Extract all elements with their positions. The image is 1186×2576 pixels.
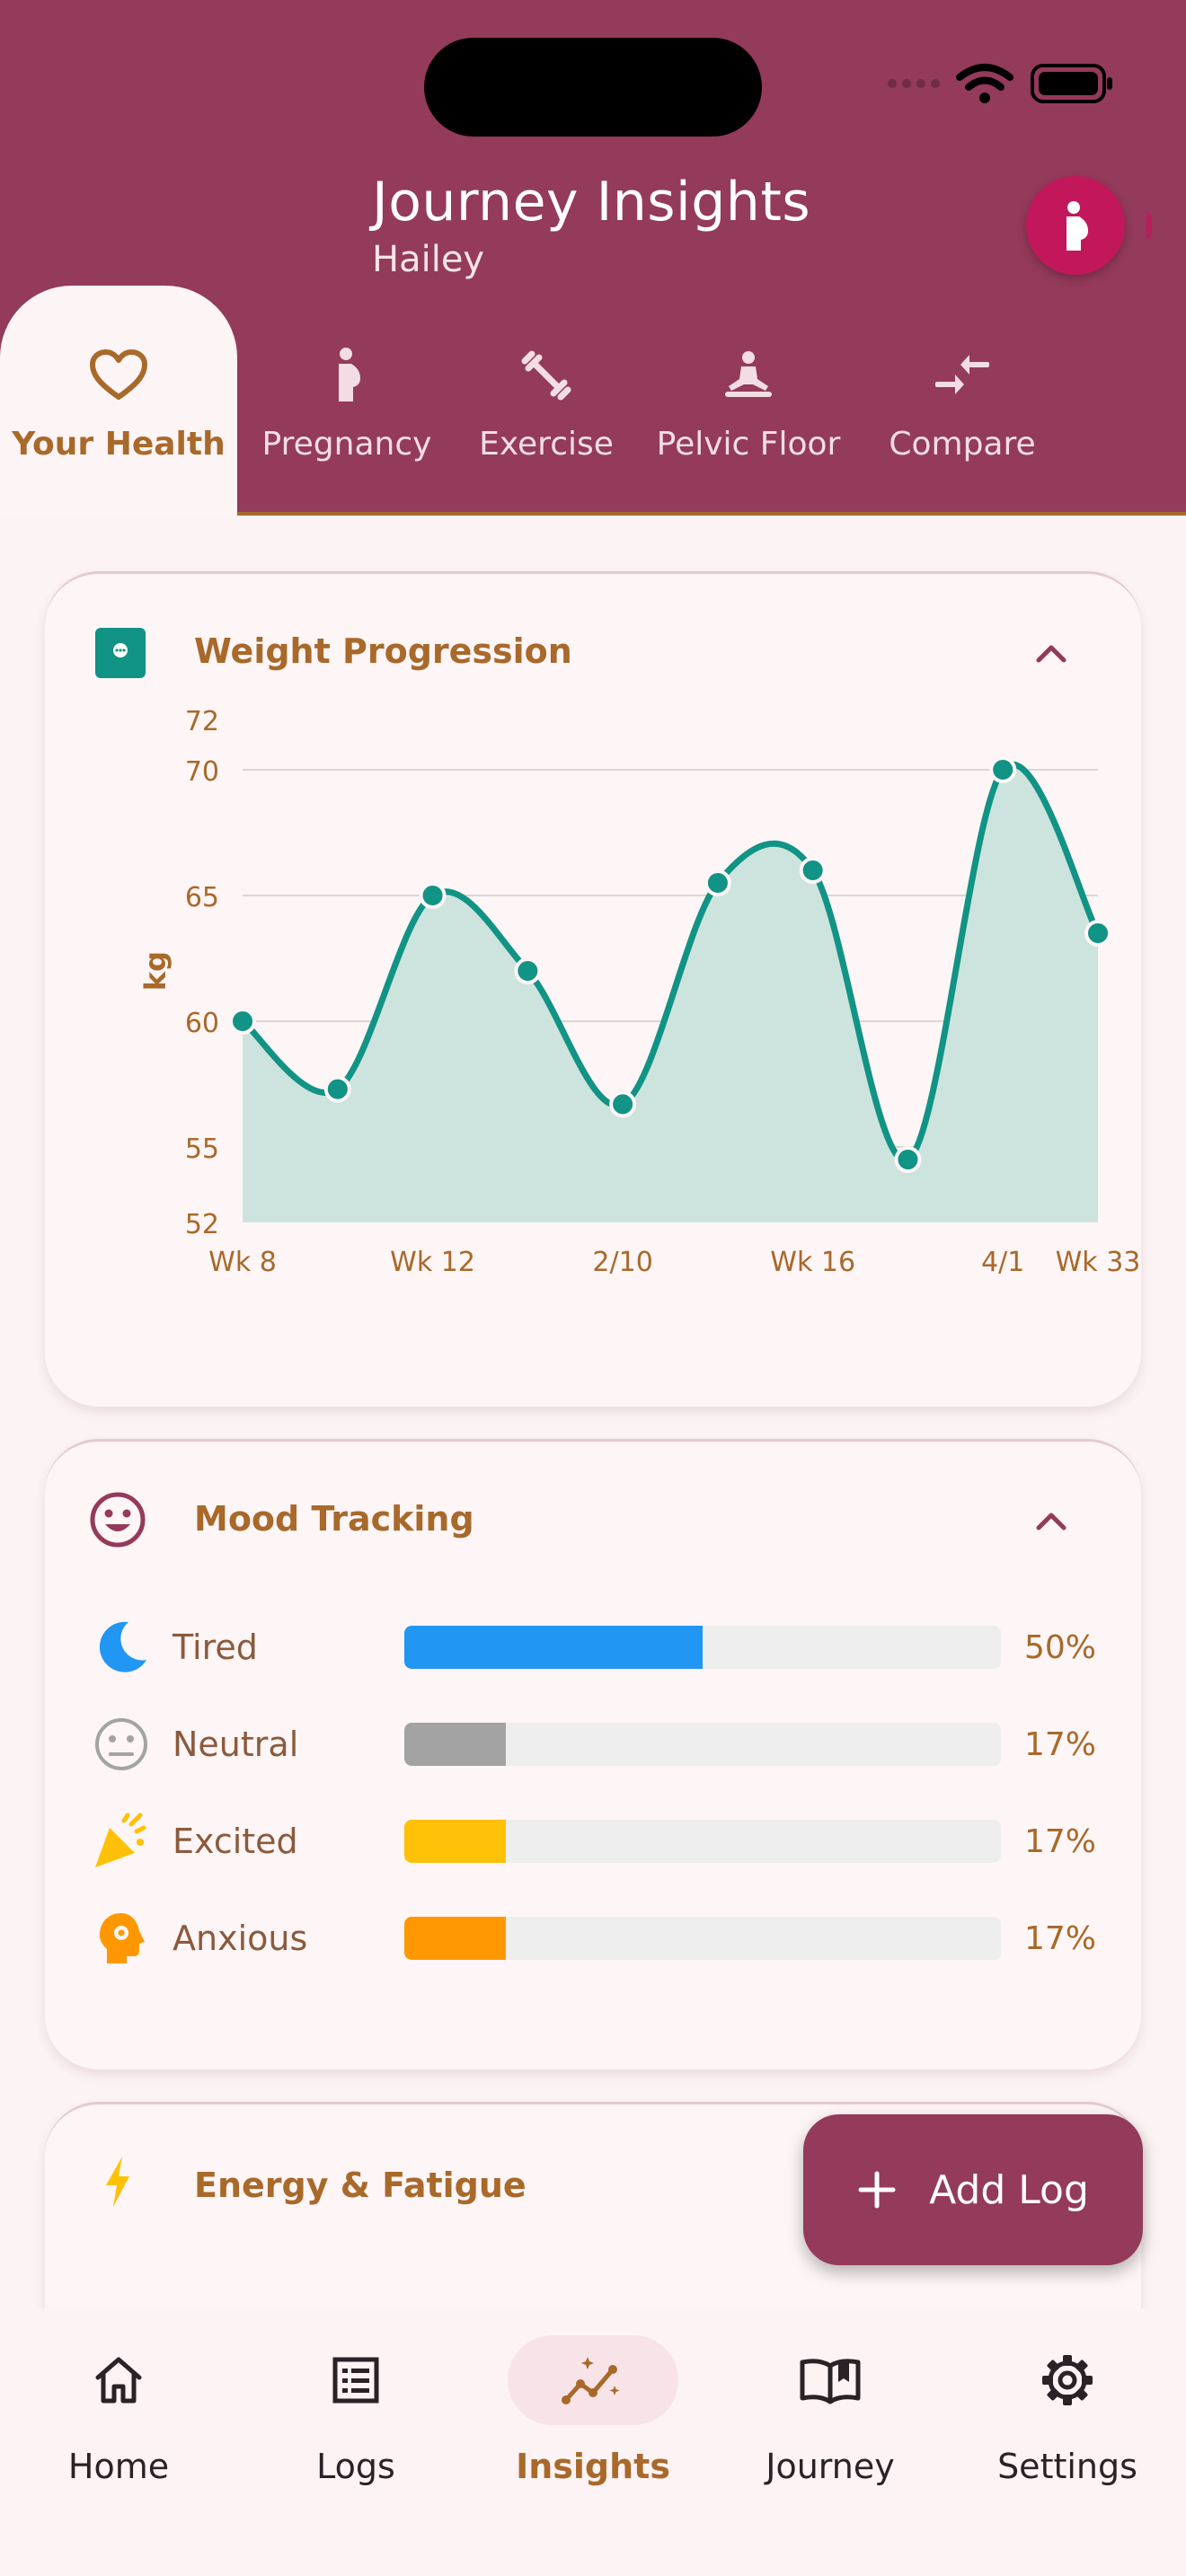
mood-bar-track — [404, 1820, 1001, 1863]
energy-card-title: Energy & Fatigue — [194, 2166, 527, 2205]
weight-point — [609, 1090, 637, 1118]
add-log-label: Add Log — [929, 2166, 1089, 2213]
weight-point — [989, 756, 1017, 783]
mood-row-anxious: Anxious 17% — [90, 1907, 1096, 1970]
anxious-head-icon — [90, 1907, 153, 1970]
status-bar — [888, 63, 1114, 104]
weight-point — [514, 957, 542, 984]
tab-pregnancy[interactable]: Pregnancy — [237, 286, 456, 516]
dynamic-island — [424, 38, 762, 137]
x-tick-label: Wk 16 — [770, 1247, 855, 1278]
pregnant-icon — [1067, 201, 1088, 251]
nav-journey[interactable]: Journey — [712, 2335, 949, 2533]
smiley-icon — [90, 1492, 146, 1548]
tab-exercise[interactable]: Exercise — [456, 286, 636, 516]
x-tick-label: 4/1 — [981, 1247, 1024, 1278]
weight-point — [799, 857, 827, 884]
nav-insights[interactable]: Insights — [474, 2335, 712, 2533]
mood-bar-fill — [404, 1820, 506, 1863]
x-tick-label: Wk 8 — [208, 1247, 277, 1278]
tab-your-health[interactable]: Your Health — [0, 286, 237, 516]
tab-indicator-line — [237, 512, 1186, 516]
x-tick-label: 2/10 — [592, 1247, 652, 1278]
chevron-up-icon[interactable] — [1033, 1503, 1069, 1539]
mood-bar-track — [404, 1723, 1001, 1766]
party-popper-icon — [90, 1810, 153, 1873]
mood-bar-track — [404, 1626, 1001, 1669]
mood-bar-fill — [404, 1917, 506, 1960]
bolt-icon — [106, 2157, 129, 2207]
overflow-edge — [1139, 212, 1152, 239]
chevron-up-icon[interactable] — [1033, 635, 1069, 671]
mood-bar-fill — [404, 1723, 506, 1766]
weight-area — [243, 764, 1098, 1222]
profile-button[interactable] — [1026, 176, 1125, 275]
weight-point — [419, 882, 447, 909]
weight-point — [704, 869, 731, 896]
mood-row-neutral: Neutral 17% — [90, 1713, 1096, 1776]
weight-point — [229, 1008, 256, 1035]
neutral-face-icon — [90, 1713, 153, 1776]
plus-icon — [858, 2171, 896, 2209]
weight-card-title: Weight Progression — [194, 631, 572, 671]
mood-card-title: Mood Tracking — [194, 1499, 474, 1539]
y-tick-label: 52 — [185, 1209, 219, 1240]
weight-line — [239, 761, 1102, 1164]
y-tick-label: 72 — [185, 706, 219, 737]
mood-row-tired: Tired 50% — [90, 1616, 1096, 1679]
tab-bar: Your Health Pregnancy — [0, 286, 1186, 516]
meditation-icon — [725, 351, 772, 397]
moon-icon — [90, 1616, 153, 1679]
nav-home[interactable]: Home — [0, 2335, 237, 2533]
mood-tracking-card: Mood Tracking Tired 50% Neutral 17% Exci… — [45, 1439, 1141, 2069]
gear-icon — [1042, 2355, 1093, 2405]
nav-settings[interactable]: Settings — [949, 2335, 1186, 2533]
y-axis-label: kg — [138, 951, 173, 991]
user-name: Hailey — [372, 239, 485, 280]
dumbbell-icon — [521, 350, 571, 401]
weight-point — [323, 1075, 351, 1103]
mood-row-excited: Excited 17% — [90, 1810, 1096, 1873]
tab-compare[interactable]: Compare — [861, 286, 1064, 516]
app-header: Journey Insights Hailey Your Health P — [0, 0, 1186, 516]
heart-icon — [90, 349, 147, 400]
y-tick-label: 55 — [185, 1134, 219, 1165]
mood-bar-track — [404, 1917, 1001, 1960]
bottom-navigation: Home Logs Insights — [0, 2308, 1186, 2576]
y-tick-label: 60 — [185, 1008, 219, 1039]
list-icon — [332, 2357, 379, 2404]
weight-chart: 72 70 65 60 55 52 kg Wk 8 Wk 12 2/10 Wk 16 4/1 Wk 33 — [138, 706, 1141, 1278]
x-tick-label: Wk 12 — [390, 1247, 475, 1278]
battery-icon — [1031, 64, 1112, 103]
page-title: Journey Insights — [372, 171, 811, 234]
insights-content[interactable]: Weight Progression 72 70 65 60 55 52 kg Wk 8 Wk … — [0, 516, 1186, 2308]
mood-bar-fill — [404, 1626, 703, 1669]
tab-pelvic-floor[interactable]: Pelvic Floor — [636, 286, 861, 516]
wifi-icon — [956, 64, 1013, 103]
pregnant-icon — [339, 348, 360, 401]
insights-icon — [562, 2357, 620, 2404]
x-tick-label: Wk 33 — [1056, 1247, 1141, 1278]
y-tick-label: 70 — [185, 756, 219, 788]
compare-icon — [935, 355, 989, 394]
y-tick-label: 65 — [185, 882, 219, 913]
nav-logs[interactable]: Logs — [237, 2335, 474, 2533]
weight-point — [1084, 920, 1111, 947]
add-log-button[interactable]: Add Log — [803, 2114, 1143, 2265]
book-icon — [800, 2359, 861, 2404]
weight-point — [894, 1146, 922, 1173]
scale-icon — [95, 628, 146, 678]
home-icon — [95, 2357, 142, 2404]
signal-icon — [888, 79, 940, 88]
weight-progression-card: Weight Progression 72 70 65 60 55 52 kg Wk 8 Wk … — [45, 571, 1141, 1407]
